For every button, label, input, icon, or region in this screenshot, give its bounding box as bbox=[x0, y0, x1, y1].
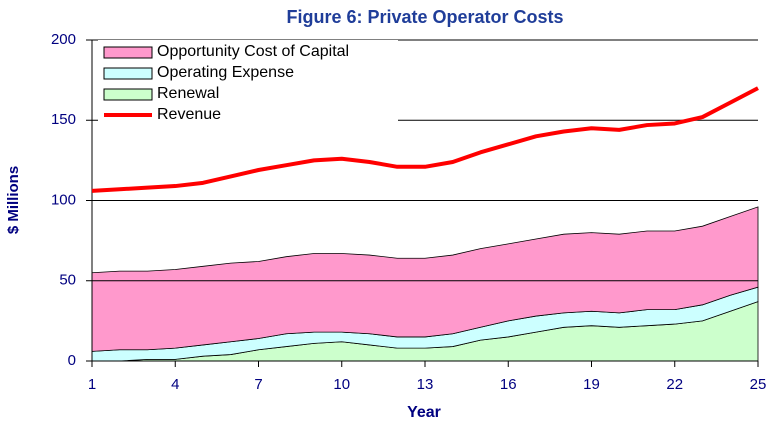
x-tick-label: 10 bbox=[333, 376, 350, 393]
y-tick-label: 50 bbox=[59, 272, 76, 289]
x-tick-label: 16 bbox=[500, 376, 517, 393]
legend-label: Operating Expense bbox=[157, 64, 294, 81]
x-tick-label: 19 bbox=[583, 376, 600, 393]
y-tick-label: 150 bbox=[51, 111, 76, 128]
x-axis-label: Year bbox=[407, 404, 441, 421]
x-tick-label: 22 bbox=[666, 376, 683, 393]
x-tick-label: 1 bbox=[88, 376, 96, 393]
chart-title: Figure 6: Private Operator Costs bbox=[286, 7, 563, 27]
y-tick-label: 100 bbox=[51, 191, 76, 208]
legend: Opportunity Cost of Capital Operating Exp… bbox=[98, 40, 398, 130]
legend-swatch bbox=[103, 46, 153, 59]
legend-swatch bbox=[103, 67, 153, 80]
y-tick-label: 200 bbox=[51, 31, 76, 48]
legend-label: Renewal bbox=[157, 85, 219, 102]
line bbox=[91, 86, 759, 193]
y-tick-label: 0 bbox=[68, 352, 76, 369]
legend-label: Revenue bbox=[157, 106, 221, 123]
legend-label: Opportunity Cost of Capital bbox=[157, 43, 349, 60]
x-tick-label: 25 bbox=[750, 376, 767, 393]
x-tick-label: 4 bbox=[171, 376, 179, 393]
area bbox=[91, 206, 759, 352]
legend-swatch bbox=[103, 88, 153, 101]
x-tick-label: 7 bbox=[254, 376, 262, 393]
x-tick-label: 13 bbox=[417, 376, 434, 393]
y-axis-label: $ Millions bbox=[5, 166, 22, 234]
